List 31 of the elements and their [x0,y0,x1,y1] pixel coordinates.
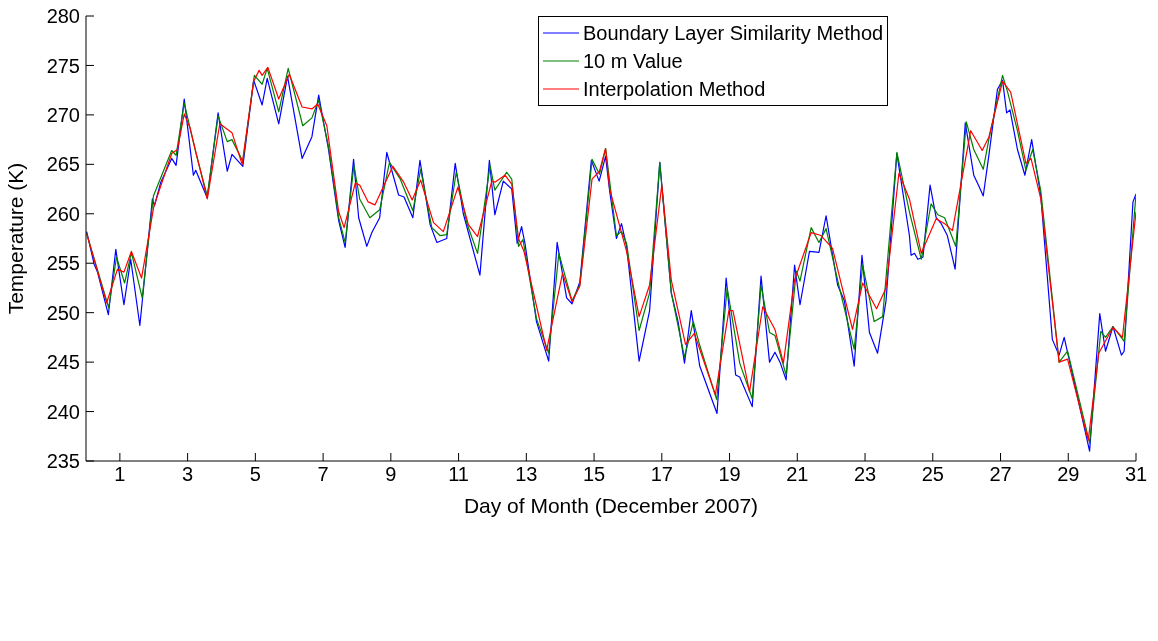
x-tick-label: 5 [249,463,261,486]
y-tick-label: 280 [46,5,80,28]
y-tick-label: 270 [46,103,80,126]
y-tick-label: 250 [46,301,80,324]
legend-label: Boundary Layer Similarity Method [583,21,884,45]
x-tick-label: 13 [515,463,538,486]
x-tick-label: 7 [317,463,329,486]
x-tick-label: 25 [921,463,944,486]
legend-label: Interpolation Method [583,77,766,101]
x-tick-label: 9 [385,463,397,486]
x-tick-label: 29 [1057,463,1080,486]
y-tick-label: 265 [46,153,80,176]
x-tick-label: 21 [786,463,809,486]
legend-label: 10 m Value [583,49,683,73]
x-tick-label: 31 [1124,463,1148,486]
x-tick-label: 3 [182,463,194,486]
y-axis-title: Temperature (K) [4,162,28,315]
x-tick-label: 1 [114,463,126,486]
x-tick-label: 23 [853,463,877,486]
x-tick-label: 11 [448,463,469,486]
x-tick-label: 15 [582,463,606,486]
y-tick-label: 275 [46,54,80,77]
x-axis-title: Day of Month (December 2007) [463,494,759,517]
x-tick-label: 17 [650,463,673,486]
y-tick-label: 245 [46,351,80,374]
x-tick-label: 27 [989,463,1012,486]
y-tick-label: 235 [46,450,80,473]
y-tick-label: 260 [46,202,80,225]
y-tick-label: 255 [46,252,80,275]
y-tick-label: 240 [46,400,80,423]
x-tick-label: 19 [718,463,741,486]
